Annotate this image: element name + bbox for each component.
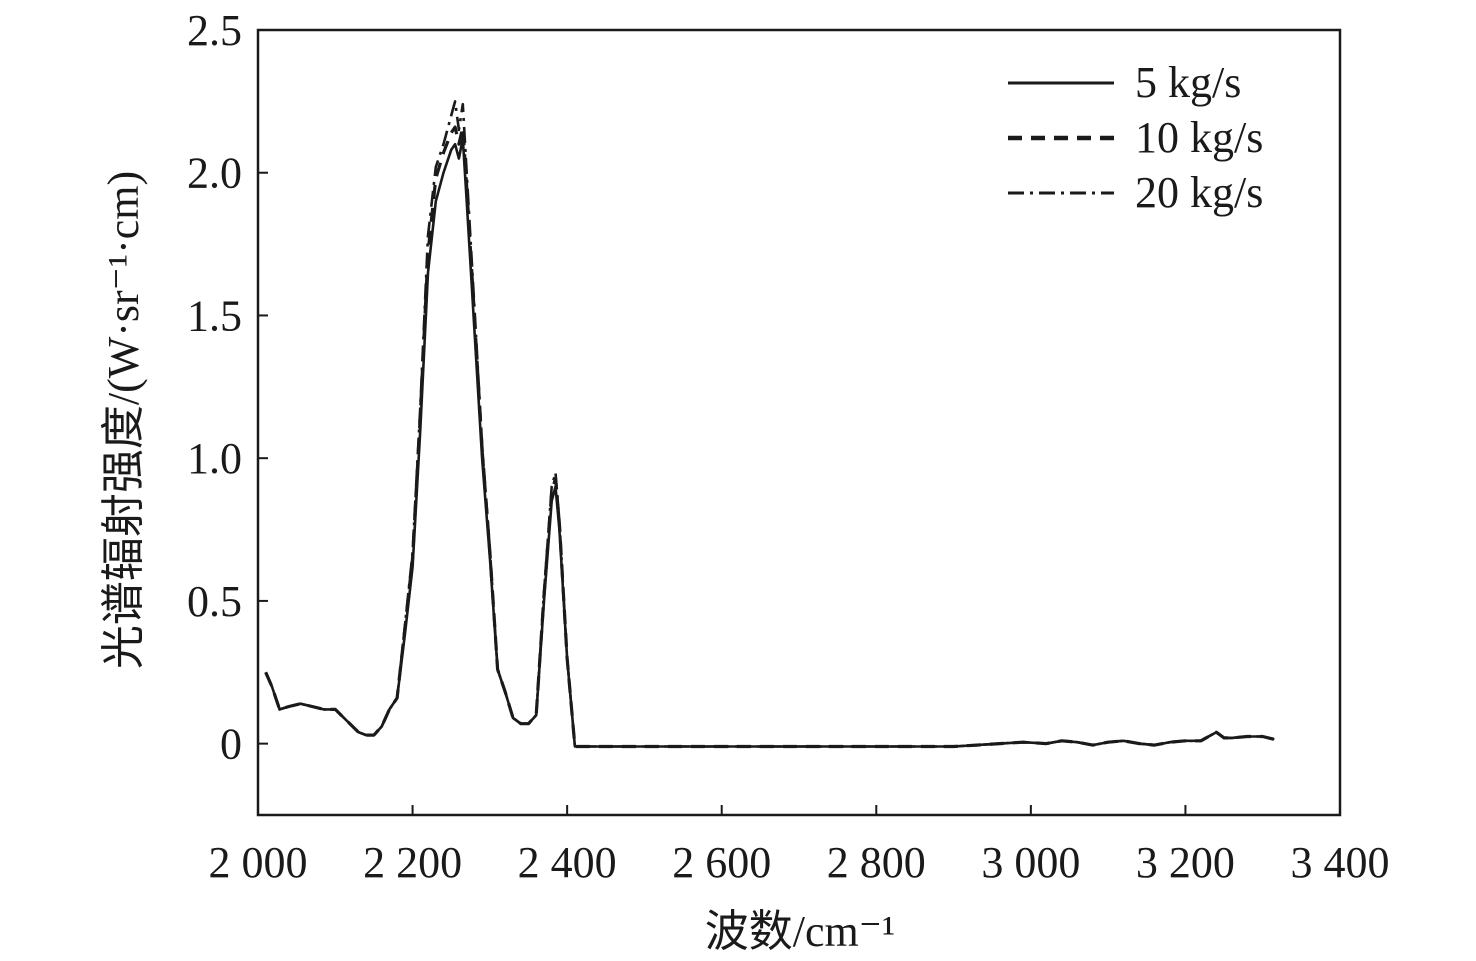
x-tick-label: 2 400	[518, 838, 617, 887]
x-tick-label: 2 000	[209, 838, 308, 887]
y-tick-label: 2.0	[187, 149, 242, 198]
x-tick-label: 2 600	[672, 838, 771, 887]
legend-label-3: 20 kg/s	[1135, 168, 1263, 217]
x-tick-label: 3 400	[1291, 838, 1390, 887]
y-tick-label: 0.5	[187, 577, 242, 626]
x-axis-title: 波数/cm⁻¹	[705, 907, 895, 956]
y-axis-title: 光谱辐射强度/(W·sr⁻¹·cm)	[99, 171, 148, 669]
series-line-3	[264, 100, 1275, 748]
series-line-1	[264, 137, 1275, 748]
x-tick-label: 3 000	[981, 838, 1080, 887]
legend: 5 kg/s 10 kg/s 20 kg/s	[1008, 58, 1263, 217]
series-line-2	[264, 125, 1275, 749]
x-tick-label: 2 200	[363, 838, 462, 887]
plot-series-group	[264, 100, 1275, 749]
y-tick-label: 0	[220, 720, 242, 769]
x-axis: 2 000 2 200 2 400 2 600 2 800 3 000 3 200 3 400	[209, 805, 1390, 887]
y-tick-label: 1.5	[187, 291, 242, 340]
x-tick-label: 2 800	[827, 838, 926, 887]
plot-frame	[256, 28, 1342, 817]
x-tick-label: 3 200	[1136, 838, 1235, 887]
y-tick-label: 1.0	[187, 434, 242, 483]
y-tick-label: 2.5	[187, 6, 242, 55]
y-axis: 0 0.5 1.0 1.5 2.0 2.5	[187, 6, 268, 769]
legend-label-2: 10 kg/s	[1135, 113, 1263, 162]
legend-label-1: 5 kg/s	[1135, 58, 1241, 107]
